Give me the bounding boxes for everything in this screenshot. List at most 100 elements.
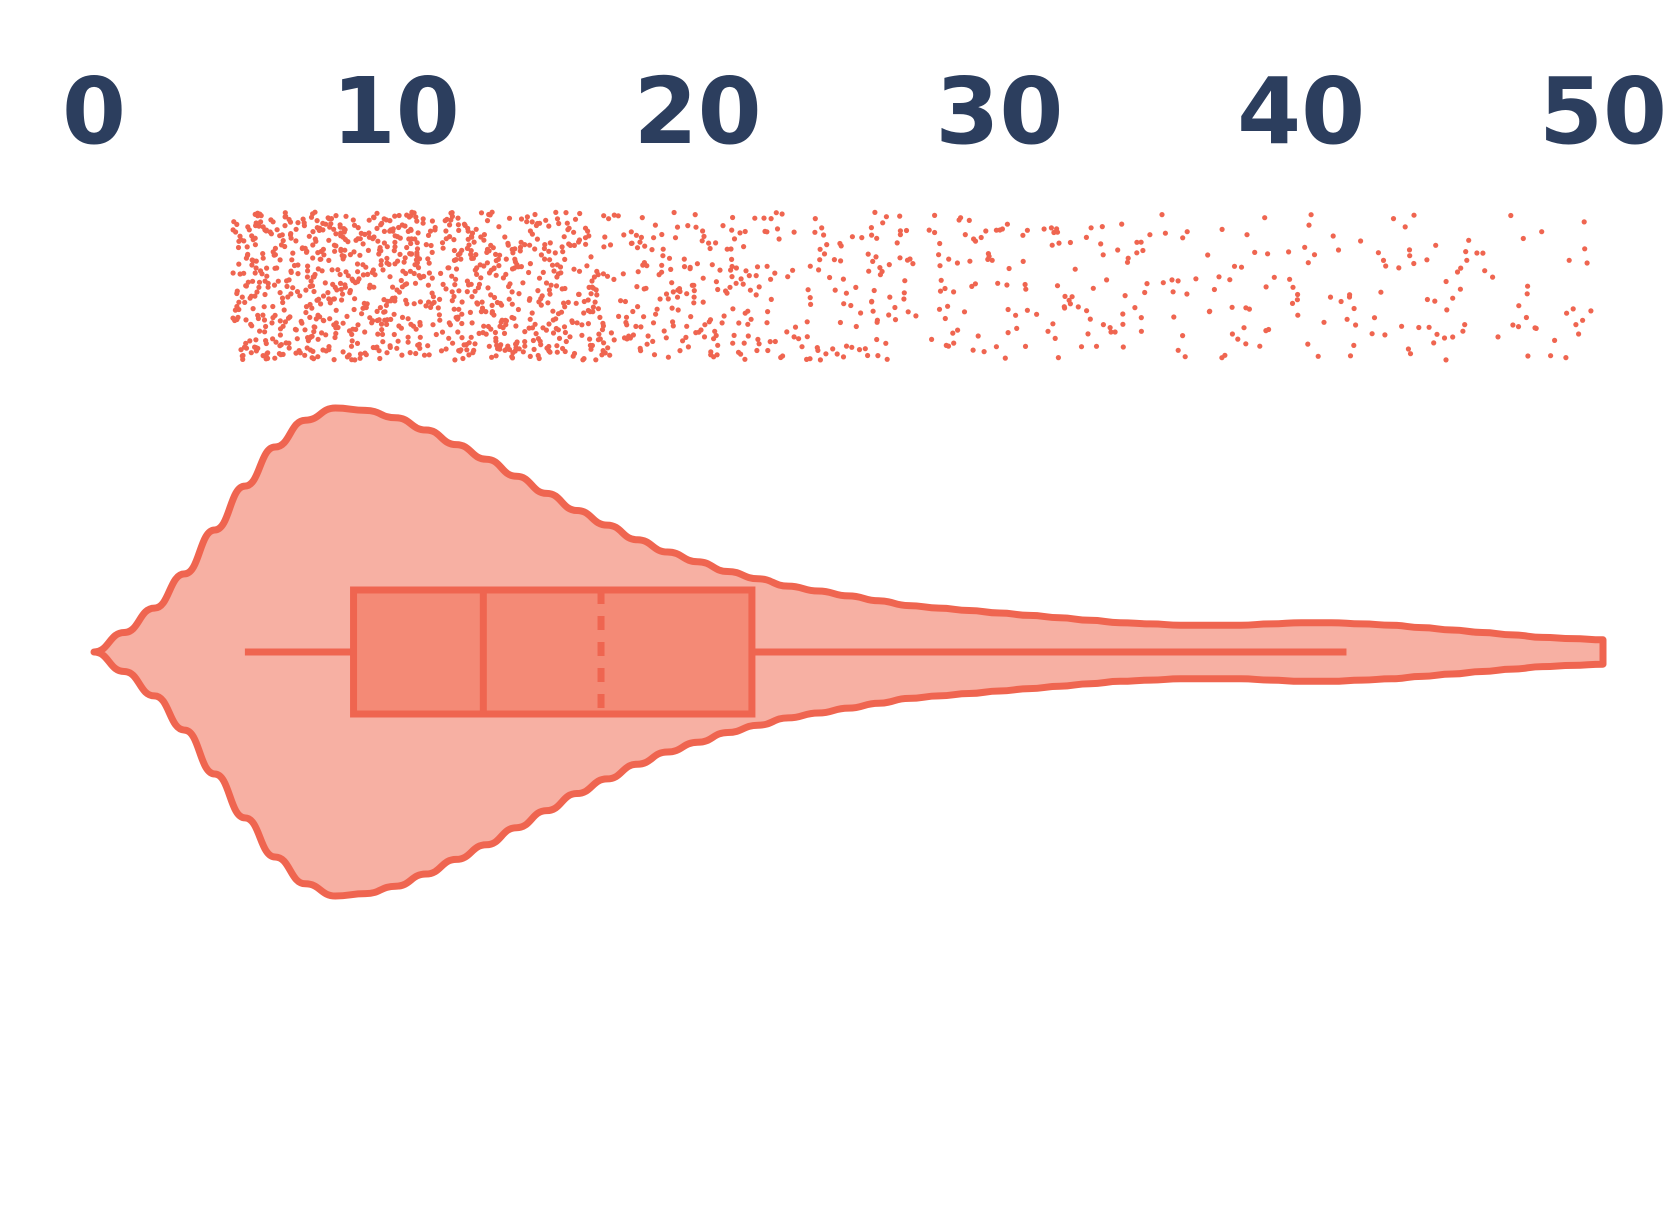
raw-point	[1450, 295, 1456, 301]
raw-point	[874, 235, 880, 241]
raw-point	[784, 329, 790, 335]
raw-point	[754, 264, 761, 270]
raw-point	[303, 287, 309, 293]
raw-point	[439, 240, 446, 246]
raw-point	[338, 230, 344, 236]
raw-point	[593, 287, 599, 293]
raw-point	[236, 238, 242, 244]
raw-point	[476, 330, 482, 336]
raw-point	[337, 280, 344, 286]
raw-point	[407, 350, 413, 356]
raw-point	[438, 348, 445, 354]
raw-point	[330, 281, 336, 287]
raw-point	[785, 274, 791, 280]
raw-point	[1054, 226, 1060, 232]
raw-point	[298, 318, 304, 324]
raw-point	[823, 351, 829, 357]
x-tick-label-10: 10	[332, 58, 460, 165]
raw-point	[283, 340, 289, 346]
raw-point	[700, 275, 706, 281]
raw-point	[310, 274, 316, 280]
raw-point	[310, 242, 316, 248]
raw-point	[489, 209, 495, 215]
raw-point	[1084, 308, 1090, 314]
raw-point	[604, 273, 611, 279]
raw-point	[526, 269, 532, 276]
raw-point	[350, 217, 356, 223]
raw-point	[1525, 283, 1531, 289]
raw-point	[1182, 354, 1188, 360]
raw-point	[628, 229, 634, 235]
raw-point	[756, 341, 762, 347]
raw-point	[1175, 278, 1181, 284]
raw-point	[942, 315, 948, 322]
raw-point	[897, 255, 903, 261]
raw-point	[582, 235, 589, 241]
raw-point	[692, 212, 698, 218]
raw-point	[779, 211, 785, 217]
raw-point	[576, 268, 583, 274]
raw-point	[296, 348, 302, 354]
raw-point	[591, 274, 598, 280]
raw-point	[691, 300, 697, 306]
raw-point	[701, 233, 707, 239]
raw-point	[455, 315, 461, 321]
raw-point	[560, 345, 566, 352]
raw-point	[590, 304, 597, 310]
raw-point	[564, 220, 570, 226]
raw-point	[465, 236, 471, 242]
raw-point	[443, 346, 449, 352]
raw-point	[481, 237, 487, 243]
raw-point	[478, 275, 484, 281]
raw-point	[954, 260, 961, 266]
raw-point	[263, 340, 269, 347]
raw-point	[1132, 305, 1138, 311]
raw-point	[261, 317, 268, 323]
raw-point	[387, 274, 393, 280]
raw-point	[694, 261, 701, 267]
raw-point	[653, 311, 659, 317]
raw-point	[352, 357, 358, 363]
raw-point	[362, 350, 368, 356]
raw-point	[936, 306, 943, 312]
raw-point	[554, 262, 560, 268]
raw-point	[874, 336, 880, 343]
raw-point	[730, 214, 736, 221]
raw-point	[1407, 253, 1413, 259]
raw-point	[1134, 250, 1140, 256]
raw-point	[415, 265, 422, 271]
raw-point	[848, 302, 854, 309]
raw-point	[561, 234, 567, 240]
raw-point	[289, 257, 295, 263]
raw-point	[566, 225, 572, 231]
raw-point	[1458, 265, 1464, 271]
raw-point	[943, 342, 949, 348]
raw-point	[1351, 342, 1357, 348]
raw-point	[327, 300, 333, 306]
raw-point	[1048, 225, 1054, 231]
raw-point	[485, 285, 491, 291]
raw-point	[414, 246, 421, 252]
raw-point	[1112, 329, 1118, 335]
raw-point	[556, 335, 563, 341]
raw-point	[492, 329, 498, 336]
raw-point	[1175, 347, 1181, 353]
raw-point	[384, 255, 390, 261]
raw-point	[494, 342, 500, 348]
raw-point	[661, 328, 667, 334]
raw-point	[1235, 336, 1241, 342]
x-tick-label-50: 50	[1539, 58, 1667, 165]
raw-point	[1582, 246, 1588, 252]
raw-point	[544, 345, 550, 351]
raw-point	[315, 354, 321, 360]
raw-point	[1056, 240, 1062, 246]
raw-point	[451, 237, 457, 243]
raw-points	[230, 209, 1594, 363]
raw-point	[411, 270, 417, 277]
raw-point	[464, 245, 470, 251]
raw-point	[451, 306, 457, 312]
raw-point	[396, 224, 402, 231]
raw-point	[720, 223, 726, 229]
raw-point	[243, 345, 250, 351]
raw-point	[259, 271, 265, 277]
